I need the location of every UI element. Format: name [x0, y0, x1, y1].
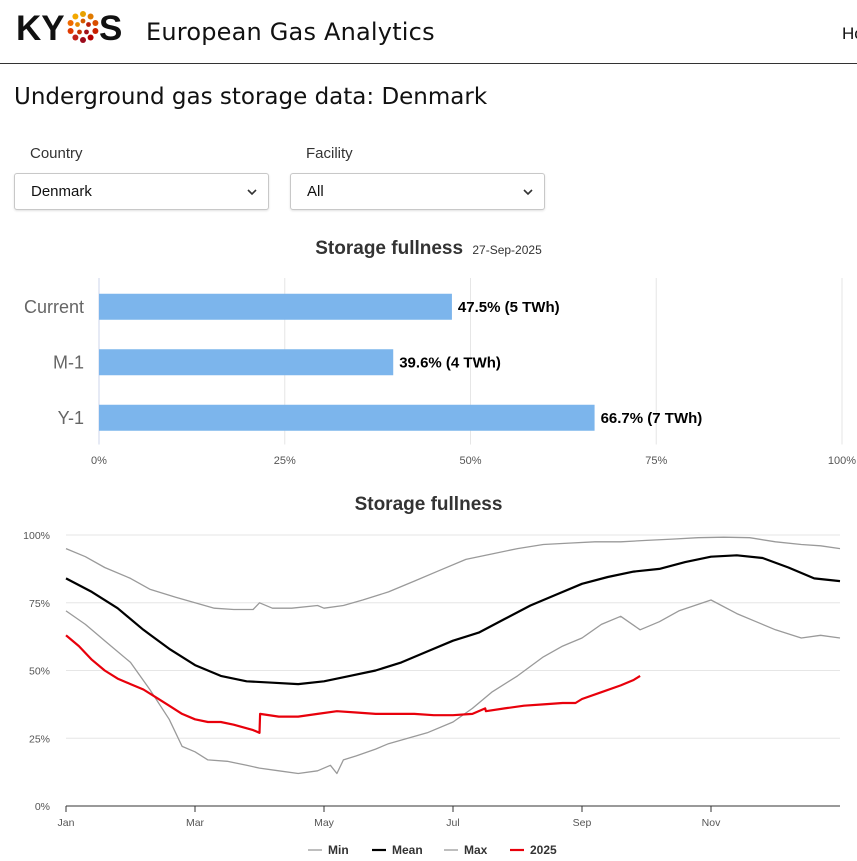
kyos-logo-graphic: KY S: [16, 9, 122, 48]
line-chart: 0% 25% 50% 75% 100% Jan Mar May Jul Sep Nov Min Mean…: [23, 530, 841, 857]
line-chart-y-tick-label: 75%: [29, 598, 50, 610]
bar-chart-x-tick-label: 0%: [91, 455, 107, 467]
app-title: European Gas Analytics: [146, 18, 435, 46]
line-chart-y-tick-label: 0%: [35, 801, 50, 813]
bar-chart-date: 27-Sep-2025: [472, 243, 542, 257]
bar-chart-title: Storage fullness 27-Sep-2025: [0, 238, 857, 260]
kyos-logo[interactable]: KY S: [16, 9, 128, 54]
bar-chart-category-label: Y-1: [58, 408, 84, 428]
line-chart-title: Storage fullness: [354, 494, 503, 515]
legend-label-max: Max: [464, 843, 488, 857]
logo-dot-ring-icon: [67, 11, 99, 43]
svg-text:KY: KY: [16, 9, 65, 48]
line-chart-x-tick-label: Sep: [573, 817, 592, 829]
country-label: Country: [30, 145, 83, 162]
facility-select-value: All: [307, 183, 324, 200]
bar-chart-x-tick-label: 50%: [459, 455, 481, 467]
bar-chart-x-tick-label: 100%: [828, 455, 856, 467]
line-chart-y-tick-label: 25%: [29, 733, 50, 745]
bar-chart-category-label: M-1: [53, 352, 84, 372]
series-line-max: [65, 536, 841, 611]
series-line-mean: [65, 554, 841, 686]
line-chart-x-tick-label: Jul: [446, 817, 459, 829]
line-chart-x-tick-label: Mar: [186, 817, 205, 829]
chevron-down-icon: [247, 189, 257, 196]
legend-label-2025: 2025: [530, 843, 557, 857]
bar-data-label: 66.7% (7 TWh): [601, 410, 703, 427]
bar-data-label: 39.6% (4 TWh): [399, 354, 501, 371]
bar-current: [99, 293, 452, 320]
app-header: KY S European Gas Analytics Home: [0, 0, 857, 64]
line-chart-x-tick-label: Jan: [58, 817, 75, 829]
bar-m-1: [99, 349, 394, 376]
series-line-2025: [65, 634, 641, 734]
line-chart-x-tick-label: Nov: [702, 817, 721, 829]
bar-y-1: [99, 404, 595, 431]
bar-chart-x-tick-label: 75%: [645, 455, 667, 467]
chevron-down-icon: [523, 189, 533, 196]
page-title: Underground gas storage data: Denmark: [14, 84, 488, 110]
svg-text:S: S: [99, 9, 122, 48]
line-chart-y-tick-label: 50%: [29, 666, 50, 678]
bar-chart: 0% 25% 50% 75% 100% Current 47.5% (5 TWh) M-1 39…: [24, 278, 856, 467]
bar-chart-title-text: Storage fullness: [315, 238, 464, 259]
line-chart-y-tick-label: 100%: [23, 530, 50, 542]
series-line-min: [65, 599, 841, 775]
bar-chart-x-tick-label: 25%: [274, 455, 296, 467]
country-select-value: Denmark: [31, 183, 92, 200]
legend-label-min: Min: [328, 843, 349, 857]
nav-home-link[interactable]: Home: [842, 24, 857, 43]
country-select[interactable]: Denmark: [14, 173, 269, 210]
line-chart-x-tick-label: May: [314, 817, 335, 829]
legend-label-mean: Mean: [392, 843, 423, 857]
facility-select[interactable]: All: [290, 173, 545, 210]
facility-label: Facility: [306, 145, 353, 162]
bar-chart-category-label: Current: [24, 297, 84, 317]
bar-data-label: 47.5% (5 TWh): [458, 299, 560, 316]
